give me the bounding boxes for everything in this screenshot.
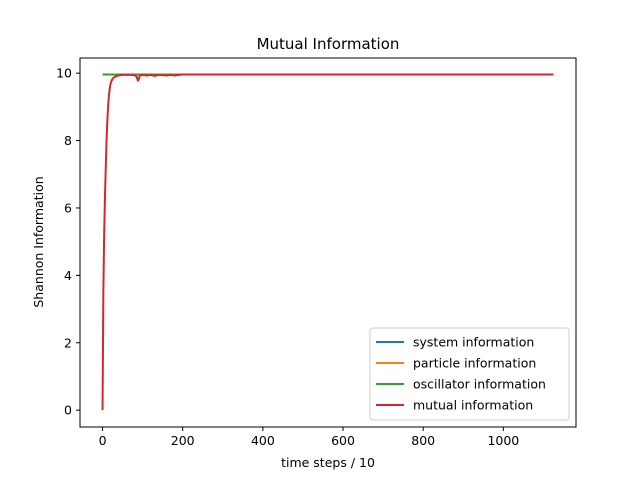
legend-label-0: system information — [413, 335, 534, 350]
y-tick-label-2: 4 — [64, 268, 72, 283]
series-lines — [101, 73, 554, 411]
y-axis-label: Shannon Information — [31, 176, 46, 307]
x-tick-label-5: 1000 — [487, 433, 519, 448]
legend-label-1: particle information — [413, 356, 536, 371]
x-tick-label-0: 0 — [99, 433, 107, 448]
plot-frame — [79, 57, 577, 428]
y-tick-label-1: 2 — [64, 335, 72, 350]
legend-label-2: oscillator information — [413, 377, 546, 392]
y-tick-label-4: 8 — [64, 133, 72, 148]
series-line-3 — [101, 73, 554, 411]
x-axis-label: time steps / 10 — [281, 455, 375, 470]
y-tick-label-5: 10 — [56, 66, 72, 81]
y-axis-ticks: 0 2 4 6 8 10 — [56, 66, 80, 418]
legend-box — [369, 327, 570, 421]
x-tick-label-4: 800 — [411, 433, 435, 448]
x-tick-label-3: 600 — [331, 433, 355, 448]
chart-title: Mutual Information — [257, 35, 400, 53]
y-tick-label-3: 6 — [64, 200, 72, 215]
y-tick-label-0: 0 — [64, 403, 72, 418]
legend-label-3: mutual information — [413, 398, 533, 413]
legend: system information particle information os… — [369, 327, 570, 421]
x-axis-ticks: 0 200 400 600 800 1000 — [99, 427, 519, 448]
x-tick-label-1: 200 — [171, 433, 195, 448]
x-tick-label-2: 400 — [251, 433, 275, 448]
